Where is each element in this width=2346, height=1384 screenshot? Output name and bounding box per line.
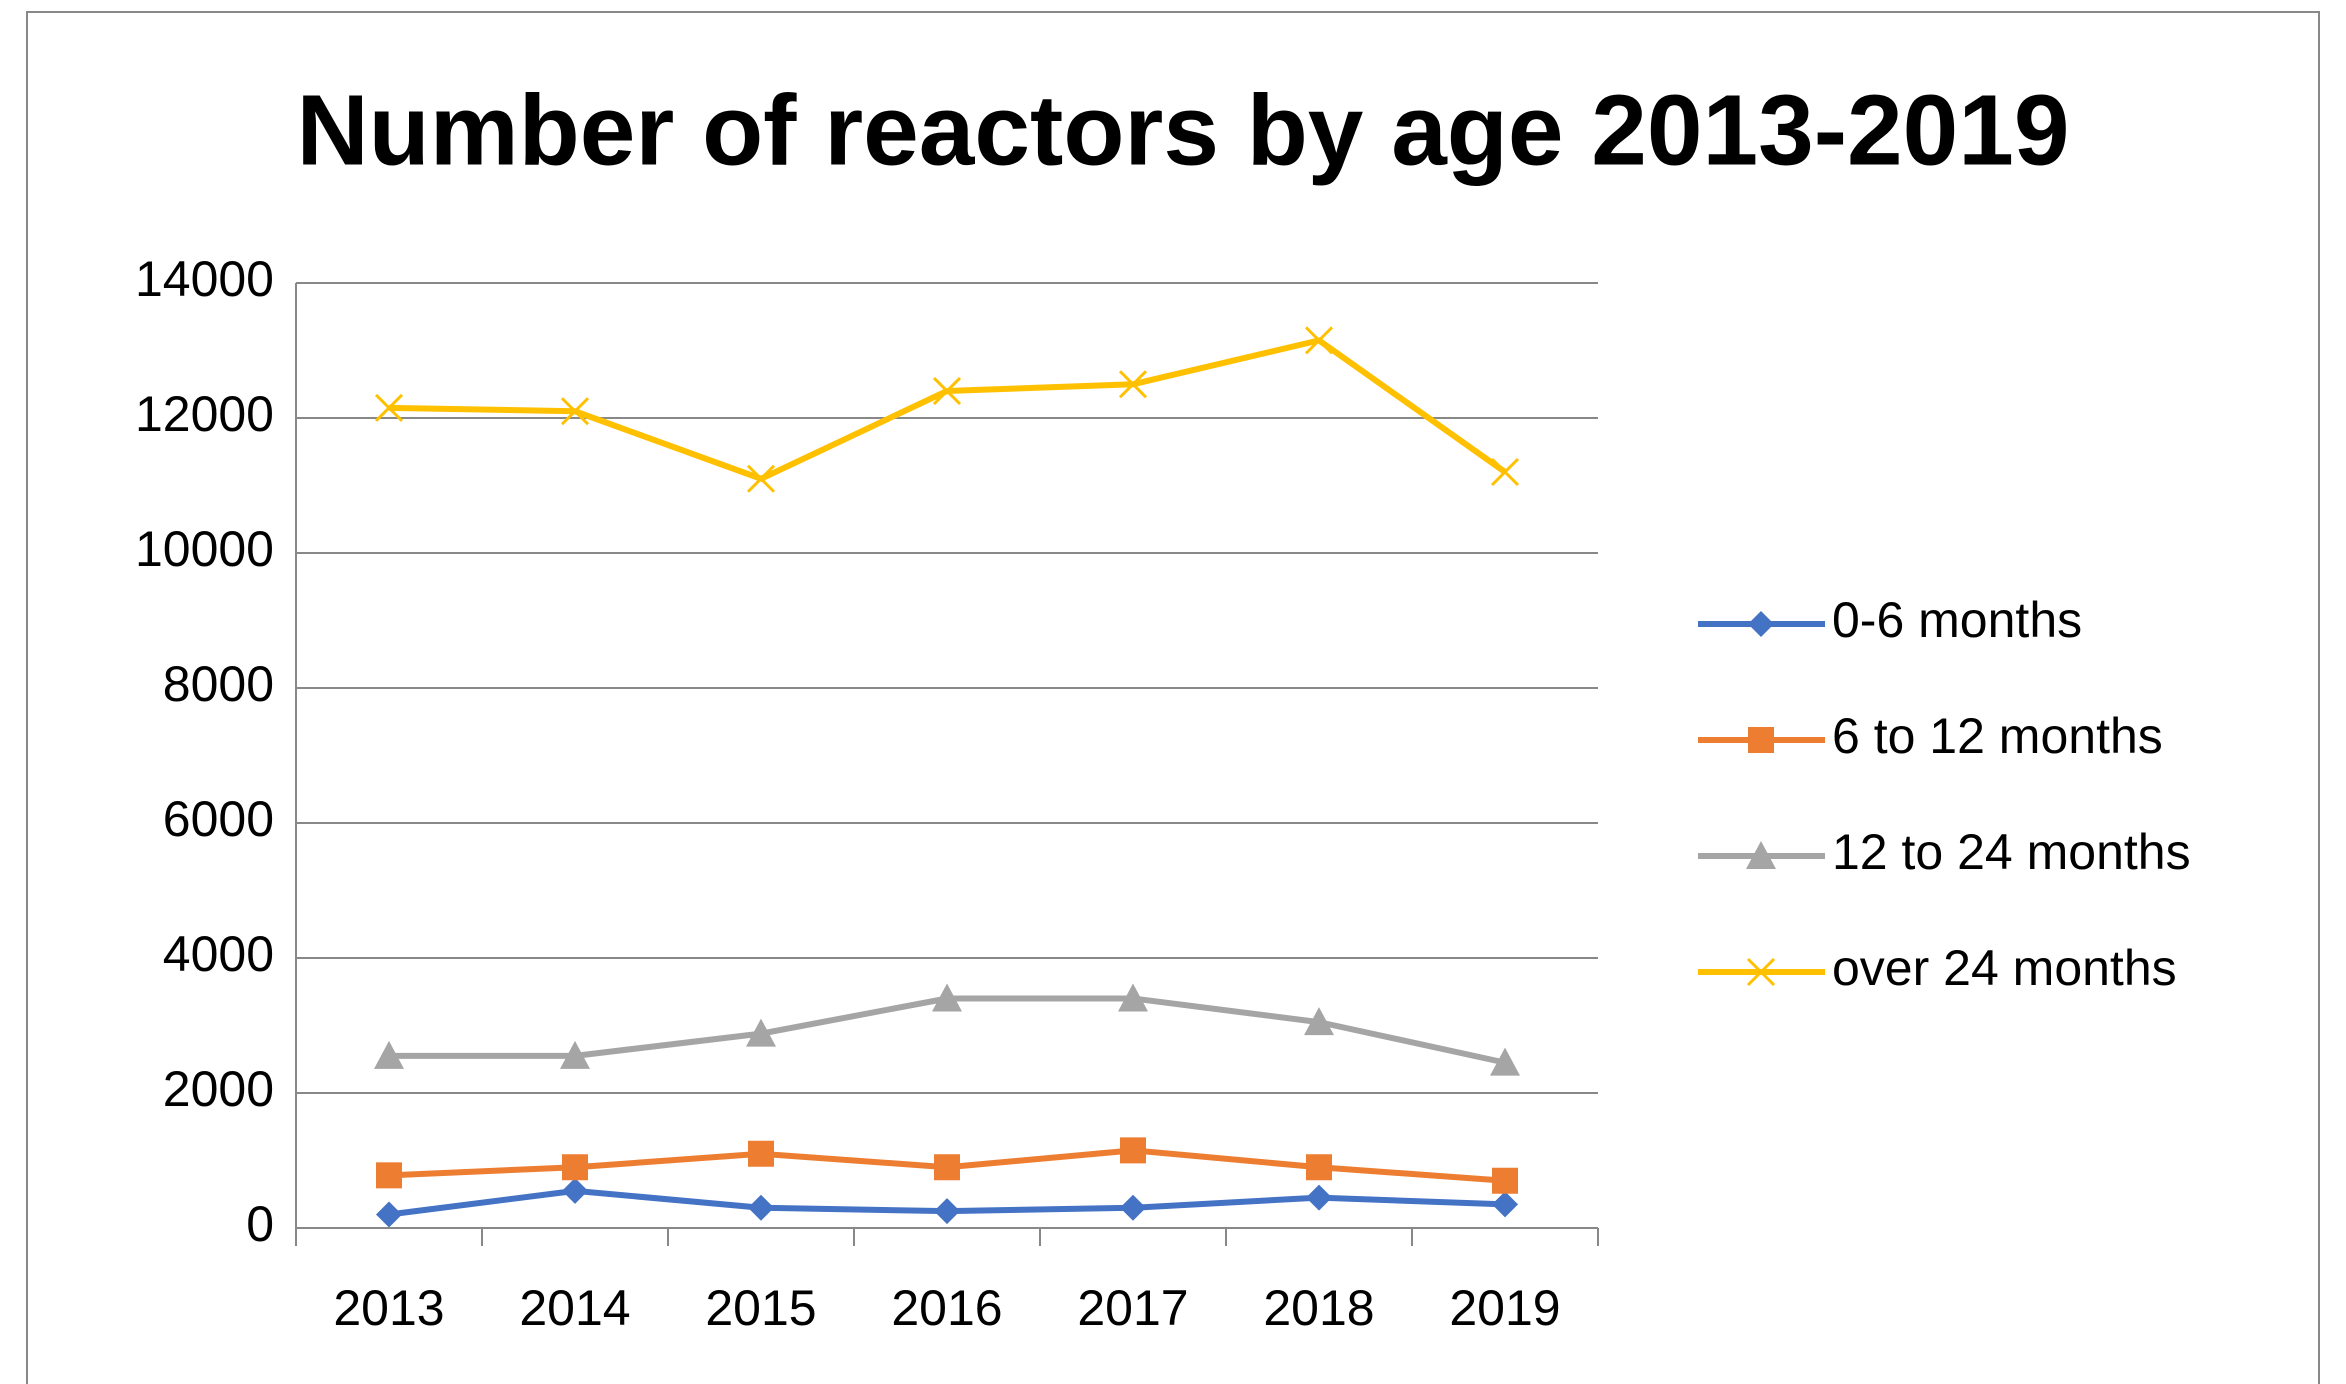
chart-frame xyxy=(26,11,2320,1384)
marker xyxy=(1118,983,1148,1012)
marker xyxy=(934,1198,960,1225)
marker xyxy=(560,397,590,426)
marker xyxy=(1118,370,1148,399)
x-tick-label: 2014 xyxy=(519,1280,630,1336)
marker xyxy=(374,393,404,422)
marker xyxy=(1304,1007,1334,1036)
legend-label: 12 to 24 months xyxy=(1832,824,2191,880)
chart-title: Number of reactors by age 2013-2019 xyxy=(296,74,2069,186)
x-tick-label: 2013 xyxy=(333,1280,444,1336)
marker xyxy=(1748,611,1774,637)
y-tick-label: 4000 xyxy=(163,926,274,982)
x-tick-label: 2016 xyxy=(891,1280,1002,1336)
marker xyxy=(374,1040,404,1069)
marker xyxy=(934,1154,960,1181)
marker xyxy=(376,1162,402,1189)
marker xyxy=(1492,1167,1518,1194)
marker xyxy=(562,1154,588,1181)
marker xyxy=(748,1194,774,1221)
marker xyxy=(376,1201,402,1228)
marker xyxy=(1306,1184,1332,1211)
marker xyxy=(1490,457,1520,487)
legend-label: 6 to 12 months xyxy=(1832,708,2163,764)
y-tick-label: 10000 xyxy=(135,521,274,577)
marker xyxy=(748,1140,774,1167)
marker xyxy=(1492,1191,1518,1218)
x-tick-label: 2018 xyxy=(1263,1280,1374,1336)
x-tick-label: 2017 xyxy=(1077,1280,1188,1336)
marker xyxy=(746,464,776,493)
marker xyxy=(1490,1047,1520,1076)
y-tick-label: 2000 xyxy=(163,1061,274,1117)
marker xyxy=(1120,1137,1146,1164)
y-tick-label: 8000 xyxy=(163,656,274,712)
marker xyxy=(1746,957,1776,987)
y-tick-label: 6000 xyxy=(163,791,274,847)
legend-label: over 24 months xyxy=(1832,940,2177,996)
marker xyxy=(560,1040,590,1069)
y-tick-label: 0 xyxy=(246,1196,274,1252)
marker xyxy=(1120,1194,1146,1221)
y-tick-label: 12000 xyxy=(135,386,274,442)
legend-label: 0-6 months xyxy=(1832,592,2082,648)
x-tick-label: 2015 xyxy=(705,1280,816,1336)
x-tick-label: 2019 xyxy=(1449,1280,1560,1336)
y-tick-label: 14000 xyxy=(135,251,274,307)
marker xyxy=(932,376,962,406)
marker xyxy=(746,1018,776,1047)
marker xyxy=(932,983,962,1012)
marker xyxy=(1748,727,1774,753)
marker xyxy=(1304,326,1334,355)
marker xyxy=(562,1177,588,1204)
marker xyxy=(1746,841,1776,869)
marker xyxy=(1306,1154,1332,1181)
